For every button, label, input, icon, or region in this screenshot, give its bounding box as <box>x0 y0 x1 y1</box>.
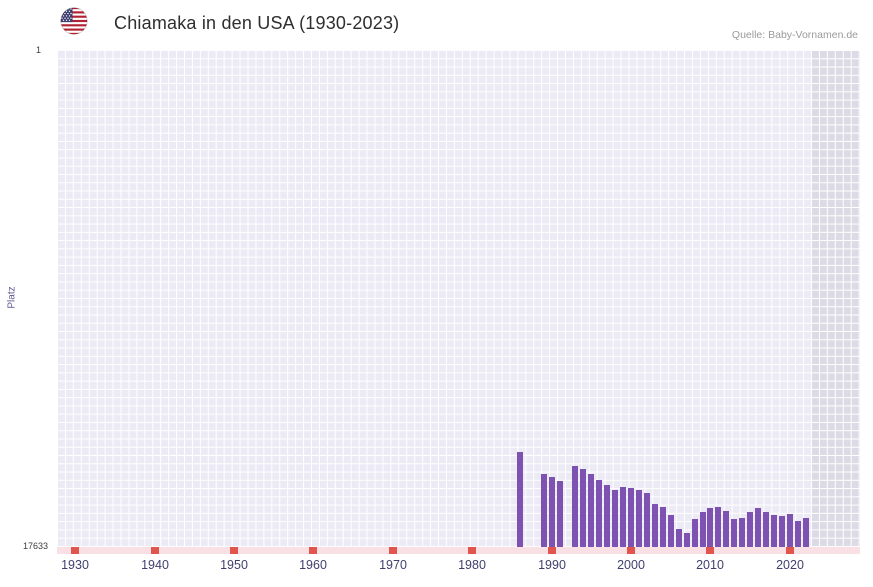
x-tick-label-1950: 1950 <box>220 558 248 572</box>
bar-2021[interactable] <box>795 521 801 547</box>
x-tick-label-1980: 1980 <box>458 558 486 572</box>
plot-area <box>57 50 860 547</box>
decade-marker-2010 <box>706 547 714 554</box>
bar-2013[interactable] <box>731 519 737 547</box>
bar-2004[interactable] <box>660 507 666 547</box>
bar-2017[interactable] <box>763 512 769 547</box>
bar-1999[interactable] <box>620 487 626 547</box>
bar-1986[interactable] <box>517 452 523 547</box>
decade-marker-1970 <box>389 547 397 554</box>
bar-2014[interactable] <box>739 518 745 547</box>
bar-1996[interactable] <box>596 480 602 547</box>
bar-2012[interactable] <box>723 511 729 547</box>
x-axis-labels: 1930 1940 1950 1960 1970 1980 1990 2000 2010 2020 <box>57 558 860 576</box>
bar-1994[interactable] <box>580 469 586 547</box>
y-axis-max-label: 1 <box>35 45 41 55</box>
bar-1997[interactable] <box>604 485 610 547</box>
x-tick-label-1960: 1960 <box>299 558 327 572</box>
bar-1991[interactable] <box>557 481 563 547</box>
bar-2018[interactable] <box>771 515 777 547</box>
bar-2011[interactable] <box>715 507 721 547</box>
decade-marker-1990 <box>548 547 556 554</box>
bar-2005[interactable] <box>668 515 674 547</box>
x-axis-strip <box>57 547 860 554</box>
bar-1998[interactable] <box>612 490 618 547</box>
bar-1990[interactable] <box>549 477 555 547</box>
bar-2009[interactable] <box>700 512 706 547</box>
decade-marker-1930 <box>71 547 79 554</box>
bar-2002[interactable] <box>644 493 650 547</box>
chart-title: Chiamaka in den USA (1930-2023) <box>114 13 400 33</box>
y-axis-min-label: 17633 <box>22 541 48 551</box>
bar-2019[interactable] <box>779 516 785 547</box>
decade-marker-2020 <box>786 547 794 554</box>
bar-2022[interactable] <box>803 518 809 547</box>
us-flag-icon <box>60 7 88 35</box>
x-tick-label-1940: 1940 <box>141 558 169 572</box>
bar-1989[interactable] <box>541 474 547 547</box>
decade-marker-1950 <box>230 547 238 554</box>
bar-2016[interactable] <box>755 508 761 547</box>
bars-layer <box>57 50 860 547</box>
bar-2003[interactable] <box>652 504 658 547</box>
bar-2007[interactable] <box>684 533 690 547</box>
recent-years-band <box>811 50 860 547</box>
decade-marker-1960 <box>309 547 317 554</box>
decade-marker-1980 <box>468 547 476 554</box>
bar-2010[interactable] <box>707 508 713 547</box>
x-tick-label-1930: 1930 <box>61 558 89 572</box>
source-credit-link[interactable]: Quelle: Baby-Vornamen.de <box>731 29 858 41</box>
bar-2015[interactable] <box>747 512 753 547</box>
y-axis-title: Platz <box>6 286 18 309</box>
decade-marker-2000 <box>627 547 635 554</box>
x-tick-label-1990: 1990 <box>538 558 566 572</box>
bar-2000[interactable] <box>628 488 634 547</box>
x-tick-label-2010: 2010 <box>696 558 724 572</box>
bar-2006[interactable] <box>676 529 682 547</box>
bar-2020[interactable] <box>787 514 793 547</box>
bar-1993[interactable] <box>572 466 578 547</box>
bar-1995[interactable] <box>588 474 594 547</box>
x-tick-label-2020: 2020 <box>776 558 804 572</box>
x-tick-label-2000: 2000 <box>617 558 645 572</box>
bar-2008[interactable] <box>692 519 698 547</box>
bar-2001[interactable] <box>636 490 642 547</box>
decade-marker-1940 <box>151 547 159 554</box>
x-tick-label-1970: 1970 <box>379 558 407 572</box>
